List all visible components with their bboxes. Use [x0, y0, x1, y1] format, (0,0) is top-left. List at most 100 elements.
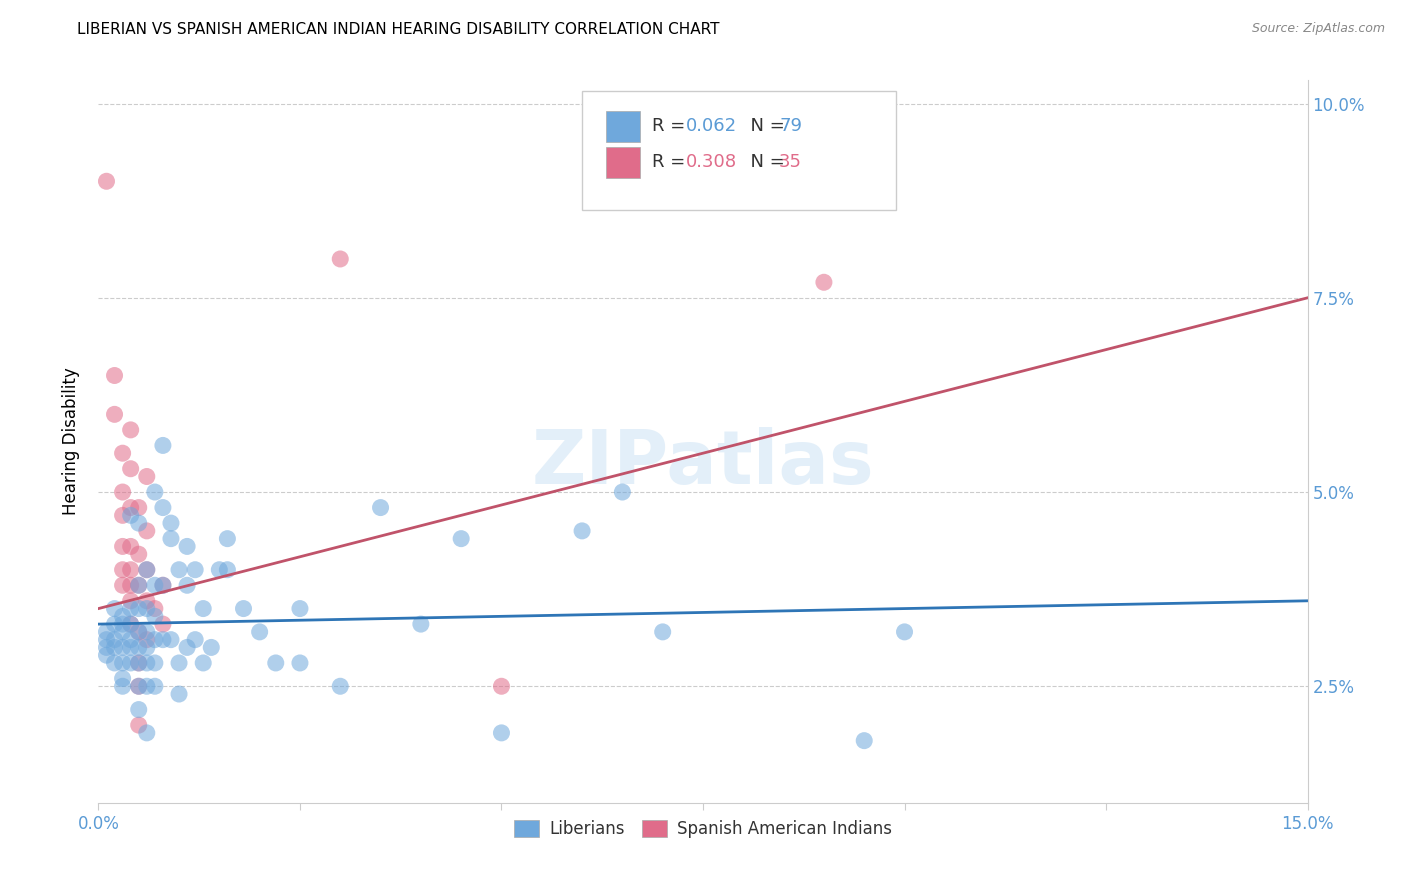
Point: [249, 624, 271, 639]
Point: [128, 578, 150, 592]
Point: [152, 632, 174, 647]
Point: [160, 532, 183, 546]
Point: [128, 624, 150, 639]
FancyBboxPatch shape: [606, 147, 640, 178]
Point: [111, 578, 134, 592]
Point: [612, 485, 634, 500]
Point: [111, 679, 134, 693]
Point: [103, 656, 125, 670]
Point: [143, 578, 166, 592]
Point: [103, 632, 125, 647]
Point: [111, 656, 134, 670]
Point: [111, 609, 134, 624]
Point: [217, 532, 239, 546]
Y-axis label: Hearing Disability: Hearing Disability: [62, 368, 80, 516]
Point: [176, 578, 198, 592]
Point: [120, 640, 142, 655]
Text: R =: R =: [652, 153, 692, 171]
Point: [208, 563, 231, 577]
Point: [128, 516, 150, 530]
Point: [135, 594, 157, 608]
Point: [128, 601, 150, 615]
Point: [128, 656, 150, 670]
Point: [128, 640, 150, 655]
Point: [651, 624, 673, 639]
Point: [167, 687, 190, 701]
Legend: Liberians, Spanish American Indians: Liberians, Spanish American Indians: [508, 814, 898, 845]
Point: [135, 632, 157, 647]
Point: [329, 252, 352, 266]
Point: [111, 617, 134, 632]
Point: [111, 485, 134, 500]
Point: [103, 640, 125, 655]
Point: [193, 656, 215, 670]
Point: [409, 617, 432, 632]
FancyBboxPatch shape: [606, 112, 640, 142]
Point: [120, 423, 142, 437]
Point: [370, 500, 392, 515]
Point: [103, 617, 125, 632]
Point: [491, 679, 513, 693]
Point: [288, 656, 311, 670]
Point: [128, 679, 150, 693]
Point: [143, 656, 166, 670]
Point: [143, 601, 166, 615]
Point: [176, 540, 198, 554]
Point: [193, 601, 215, 615]
Text: N =: N =: [740, 117, 790, 135]
Point: [128, 578, 150, 592]
Point: [200, 640, 222, 655]
Point: [128, 656, 150, 670]
Point: [96, 640, 118, 655]
Point: [143, 609, 166, 624]
Point: [128, 702, 150, 716]
Point: [184, 632, 207, 647]
Point: [111, 624, 134, 639]
Point: [167, 563, 190, 577]
Point: [135, 563, 157, 577]
Point: [135, 624, 157, 639]
Point: [450, 532, 472, 546]
Point: [135, 656, 157, 670]
Text: 35: 35: [779, 153, 803, 171]
Point: [120, 617, 142, 632]
Point: [111, 672, 134, 686]
Point: [152, 578, 174, 592]
Point: [264, 656, 287, 670]
Point: [813, 275, 835, 289]
Point: [152, 617, 174, 632]
Point: [143, 679, 166, 693]
Point: [135, 524, 157, 538]
Point: [120, 500, 142, 515]
Point: [152, 578, 174, 592]
Text: N =: N =: [740, 153, 790, 171]
Point: [217, 563, 239, 577]
Point: [128, 679, 150, 693]
Point: [128, 718, 150, 732]
Point: [160, 516, 183, 530]
Point: [96, 648, 118, 663]
Point: [176, 640, 198, 655]
Point: [111, 640, 134, 655]
Point: [184, 563, 207, 577]
Text: R =: R =: [652, 117, 692, 135]
Text: 0.062: 0.062: [686, 117, 737, 135]
Point: [96, 174, 118, 188]
Point: [111, 446, 134, 460]
Point: [120, 540, 142, 554]
Point: [111, 563, 134, 577]
Point: [120, 461, 142, 475]
Point: [128, 500, 150, 515]
Point: [120, 656, 142, 670]
Point: [135, 640, 157, 655]
Point: [103, 368, 125, 383]
Point: [120, 594, 142, 608]
Point: [120, 601, 142, 615]
Point: [329, 679, 352, 693]
Point: [128, 624, 150, 639]
Point: [135, 563, 157, 577]
Point: [135, 601, 157, 615]
Text: 79: 79: [779, 117, 803, 135]
Point: [135, 726, 157, 740]
Point: [143, 485, 166, 500]
